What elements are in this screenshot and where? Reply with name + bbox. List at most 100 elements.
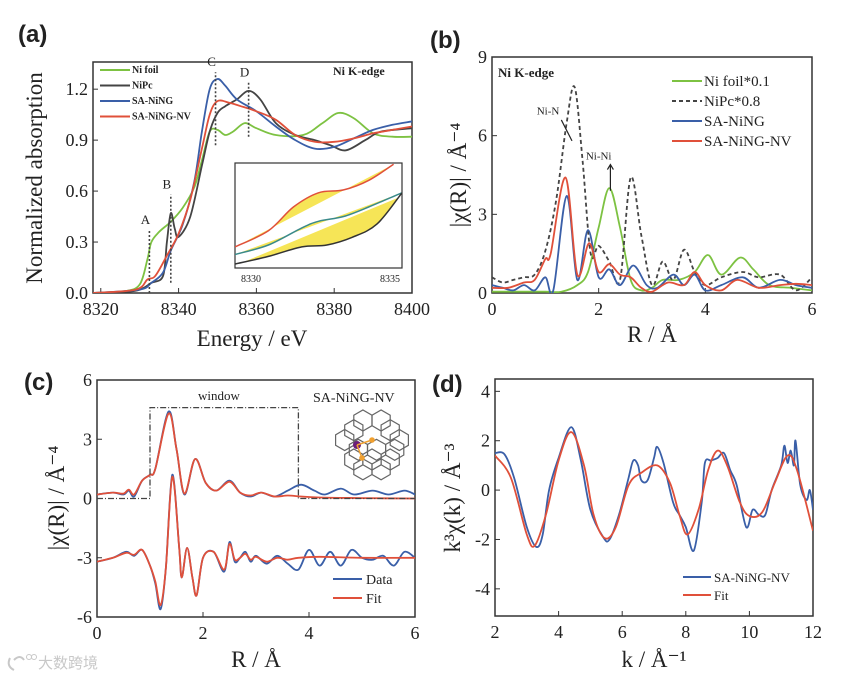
panel-b-plot-frame <box>491 56 813 294</box>
inset-x-tick-label: 8330 <box>241 274 261 285</box>
panel-a-plot-frame <box>92 61 413 294</box>
y-tick-label: 0 <box>83 489 92 509</box>
y-tick-label: 0.6 <box>66 181 89 201</box>
panel-d-y-axis-title: k³χ(k) / Å⁻³ <box>440 443 465 552</box>
watermark: 大数跨境 <box>38 654 98 672</box>
series-line-sa-ning <box>93 78 412 293</box>
panel-c-sample-label: SA-NiNG-NV <box>313 391 395 406</box>
y-tick-label: 2 <box>481 431 490 451</box>
series-line-fit <box>97 475 415 607</box>
x-tick-label: 8400 <box>394 299 430 319</box>
fit-window-box <box>97 407 415 500</box>
y-tick-label: -2 <box>475 529 490 549</box>
series-line-fit <box>495 431 813 548</box>
x-tick-label: 8360 <box>238 299 274 319</box>
y-tick-label: -4 <box>475 579 490 599</box>
series-line-fit <box>97 412 415 500</box>
bond-annotation: Ni-N <box>537 106 560 118</box>
edge-feature-label: C <box>207 54 216 69</box>
y-tick-label: 0.0 <box>66 283 89 303</box>
legend-label: SA-NiNG-NV <box>714 570 790 585</box>
legend-label: NiPc <box>132 81 153 92</box>
panel-label-d: (d) <box>432 371 463 398</box>
inset-series-line <box>235 163 395 248</box>
panel-a-x-axis-title: Energy / eV <box>197 326 308 351</box>
y-tick-label: 3 <box>83 429 92 449</box>
y-tick-label: 6 <box>83 370 92 390</box>
legend-label: Fit <box>366 592 382 607</box>
ni-ni-arrow-icon <box>606 163 614 191</box>
watermark-logo-icon <box>7 654 37 671</box>
x-tick-label: 2 <box>199 623 208 643</box>
x-tick-label: 8320 <box>83 299 119 319</box>
y-tick-label: 1.2 <box>66 79 89 99</box>
x-tick-label: 4 <box>701 299 710 319</box>
series-line-sa-ning-nv <box>495 426 813 552</box>
series-line-sa-ning-nv <box>93 99 412 293</box>
y-tick-label: 6 <box>478 126 487 146</box>
x-tick-label: 4 <box>305 623 314 643</box>
legend-label: Fit <box>714 588 729 603</box>
y-tick-label: 4 <box>481 381 490 401</box>
panel-label-b: (b) <box>430 27 461 54</box>
legend-label: NiPc*0.8 <box>704 94 760 110</box>
x-tick-label: 8380 <box>316 299 352 319</box>
panel-b-x-axis-title: R / Å <box>627 322 677 347</box>
panel-label-a: (a) <box>18 21 47 48</box>
panel-c-y-axis-title: |χ(R)| / Å⁻⁴ <box>44 446 69 551</box>
inset-x-tick-label: 8335 <box>380 274 400 285</box>
inset-series-line <box>235 192 402 256</box>
panel-c-x-axis-title: R / Å <box>231 647 281 672</box>
x-tick-label: 6 <box>618 622 627 642</box>
y-tick-label: 0 <box>478 283 487 303</box>
fit-window-label: window <box>198 388 241 403</box>
legend-label: Ni foil <box>132 65 159 76</box>
panel-b-series-group <box>492 85 812 293</box>
panel-a-series-group <box>93 78 412 293</box>
x-tick-label: 0 <box>93 623 102 643</box>
inset-series-group <box>235 163 402 265</box>
panel-a-y-axis-title: Normalized absorption <box>22 72 47 284</box>
x-tick-label: 10 <box>740 622 758 642</box>
panel-d-x-axis-title: k / Å⁻¹ <box>621 647 686 672</box>
molecular-structure-illustration <box>335 409 409 481</box>
x-tick-label: 4 <box>554 622 563 642</box>
x-tick-label: 0 <box>488 299 497 319</box>
inset-difference-fill <box>235 192 402 255</box>
panel-label-c: (c) <box>24 369 53 396</box>
y-tick-label: -6 <box>77 607 92 627</box>
legend-label: Ni foil*0.1 <box>704 74 770 90</box>
panel-c-series-group <box>97 407 415 611</box>
series-line-sa-ning-nv <box>492 176 812 293</box>
panel-d-series-group <box>495 426 813 552</box>
panel-a-edge-label: Ni K-edge <box>333 64 385 78</box>
inset-series-line <box>235 192 402 265</box>
legend-label: SA-NiNG-NV <box>704 134 792 150</box>
bond-annotation: Ni-Ni <box>586 150 612 162</box>
edge-feature-label: D <box>240 64 249 79</box>
series-line-ni-foil <box>93 111 412 293</box>
y-tick-label: 0.3 <box>66 232 89 252</box>
series-line-nipc <box>93 90 412 293</box>
x-tick-label: 2 <box>491 622 500 642</box>
ni-n-arrow-icon <box>560 119 573 142</box>
legend-label: SA-NiNG <box>132 96 173 107</box>
legend-label: SA-NiNG <box>704 114 765 130</box>
y-tick-label: 0 <box>481 480 490 500</box>
x-tick-label: 8340 <box>161 299 197 319</box>
x-tick-label: 2 <box>594 299 603 319</box>
legend-label: Data <box>366 573 393 588</box>
inset-difference-fill <box>235 192 402 264</box>
y-tick-label: -3 <box>77 548 92 568</box>
panel-b-edge-label: Ni K-edge <box>498 65 554 80</box>
x-tick-label: 6 <box>411 623 420 643</box>
edge-feature-label: A <box>141 212 151 227</box>
y-tick-label: 3 <box>478 204 487 224</box>
series-line-sa-ning <box>492 195 812 293</box>
y-tick-label: 0.9 <box>66 130 89 150</box>
panel-d-plot-frame <box>494 378 814 617</box>
x-tick-label: 8 <box>681 622 690 642</box>
x-tick-label: 12 <box>804 622 822 642</box>
